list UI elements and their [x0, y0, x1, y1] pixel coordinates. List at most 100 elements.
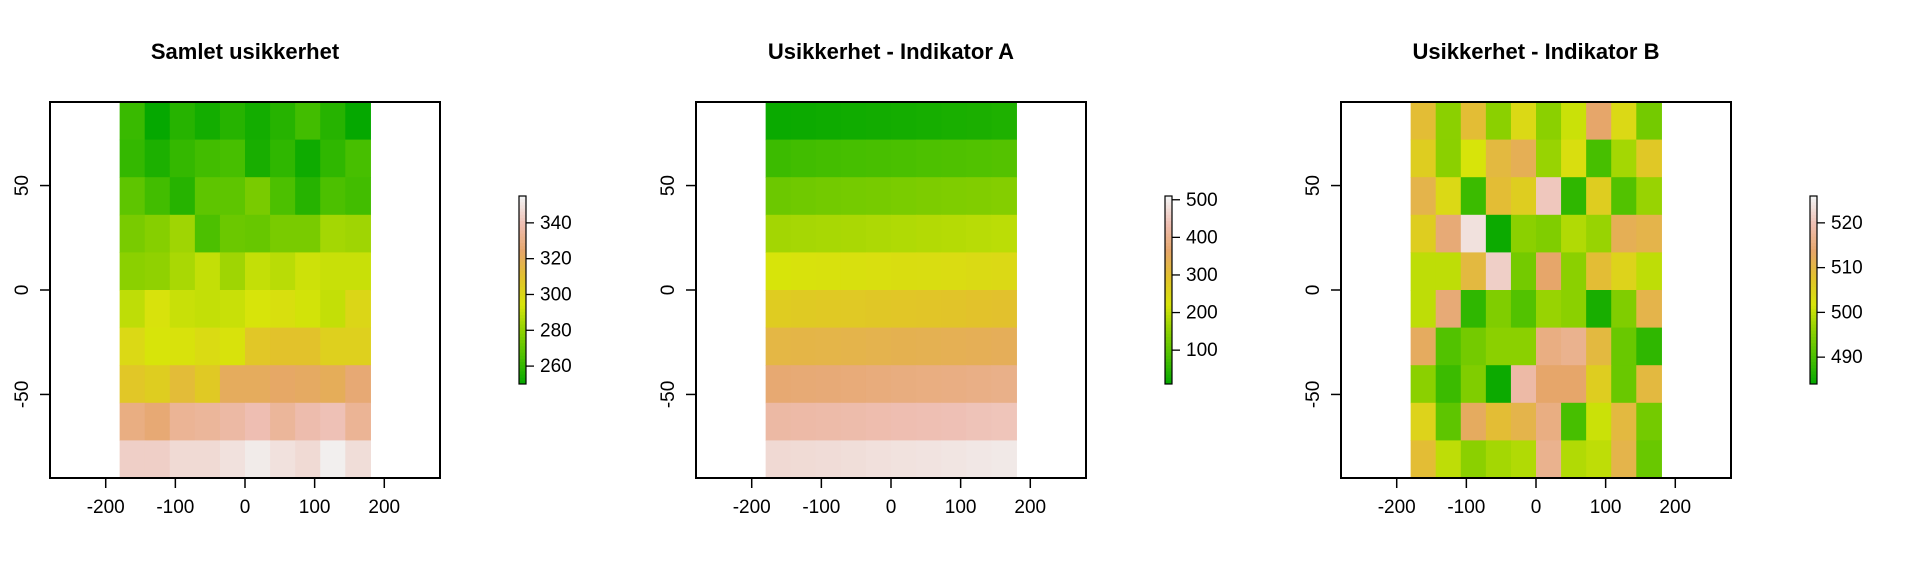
- colorbar-segment: [1810, 315, 1817, 319]
- heatmap-cell: [840, 214, 867, 253]
- heatmap-cell: [916, 214, 942, 253]
- heatmap-cell: [194, 214, 221, 253]
- colorbar-segment: [1810, 286, 1817, 291]
- heatmap-cell: [1611, 440, 1637, 479]
- colorbar-segment: [1165, 249, 1172, 253]
- heatmap-cell: [295, 252, 321, 291]
- heatmap-cell: [245, 290, 271, 329]
- colorbar-segment: [1165, 318, 1172, 322]
- heatmap-cell: [219, 402, 246, 441]
- heatmap-cell: [966, 177, 992, 216]
- heatmap-cell: [295, 365, 321, 404]
- heatmap-cell: [991, 402, 1017, 441]
- colorbar-segment: [1810, 239, 1817, 244]
- heatmap-cell: [1636, 402, 1662, 441]
- heatmap-cell: [1485, 214, 1512, 253]
- heatmap-cell: [1636, 177, 1662, 216]
- colorbar-segment: [1165, 205, 1172, 210]
- colorbar-segment: [1165, 239, 1172, 244]
- colorbar-segment: [1165, 349, 1172, 354]
- heatmap-cell: [1460, 177, 1487, 216]
- heatmap-cell: [865, 290, 892, 329]
- colorbar-segment: [1810, 227, 1817, 231]
- colorbar-segment: [519, 308, 526, 313]
- heatmap-cell: [1510, 440, 1537, 479]
- colorbar-segment: [1810, 355, 1817, 360]
- colorbar-segment: [519, 371, 526, 376]
- heatmap-cell: [144, 214, 171, 253]
- heatmap-cell: [916, 440, 942, 479]
- heatmap-cell: [1410, 102, 1437, 141]
- colorbar-segment: [519, 333, 526, 338]
- heatmap-cell: [295, 214, 321, 253]
- heatmap-cell: [1460, 252, 1487, 291]
- colorbar-segment: [519, 243, 526, 247]
- heatmap-cell: [765, 139, 792, 178]
- heatmap-cell: [1536, 252, 1562, 291]
- colorbar-segment: [1165, 277, 1172, 282]
- colorbar-segment: [1165, 333, 1172, 338]
- colorbar-segment: [519, 202, 526, 206]
- heatmap-cell: [966, 214, 992, 253]
- heatmap-cell: [345, 440, 371, 479]
- colorbar-tick-label: 320: [540, 249, 572, 270]
- heatmap-cell: [840, 102, 867, 141]
- heatmap-cell: [916, 290, 942, 329]
- heatmap-cell: [840, 327, 867, 366]
- heatmap-cell: [169, 290, 196, 329]
- colorbar-segment: [519, 346, 526, 351]
- colorbar-segment: [1165, 230, 1172, 235]
- heatmap-cell: [194, 440, 221, 479]
- colorbar-segment: [519, 358, 526, 363]
- colorbar-segment: [519, 374, 526, 379]
- heatmap-cell: [245, 214, 271, 253]
- colorbar-segment: [1810, 343, 1817, 347]
- heatmap-cell: [144, 177, 171, 216]
- colorbar-segment: [1810, 305, 1817, 310]
- colorbar-segment: [1810, 346, 1817, 351]
- heatmap-cell: [1636, 102, 1662, 141]
- colorbar-segment: [1810, 271, 1817, 275]
- heatmap-cell: [941, 252, 967, 291]
- colorbar-segment: [519, 330, 526, 335]
- colorbar-segment: [1810, 318, 1817, 322]
- heatmap-cell: [295, 177, 321, 216]
- heatmap-cell: [966, 327, 992, 366]
- colorbar-tick-label: 300: [540, 284, 572, 305]
- colorbar-frame: [1164, 195, 1173, 385]
- colorbar-segment: [519, 280, 526, 285]
- colorbar-segment: [519, 305, 526, 310]
- heatmap-cell: [815, 290, 842, 329]
- heatmap-cell: [345, 402, 371, 441]
- chart-panel-1: Samlet usikkerhet -200 -100 0 100 200 -50 0 50 26…: [12, 39, 572, 518]
- colorbar-segment: [1165, 315, 1172, 319]
- heatmap-cell: [270, 252, 296, 291]
- heatmap-cell: [815, 252, 842, 291]
- colorbar-tick-label: 520: [1831, 213, 1863, 234]
- heatmap-cell: [270, 177, 296, 216]
- heatmap-cell: [144, 440, 171, 479]
- colorbar-segment: [1165, 358, 1172, 363]
- colorbar-segment: [1165, 280, 1172, 285]
- colorbar-segment: [519, 199, 526, 203]
- heatmap-cell: [320, 365, 346, 404]
- heatmap-cell: [1586, 290, 1612, 329]
- heatmap-cell: [1536, 327, 1562, 366]
- x-tick-label: 0: [1531, 497, 1542, 518]
- colorbar-segment: [519, 343, 526, 347]
- colorbar-segment: [519, 221, 526, 225]
- colorbar-segment: [1810, 205, 1817, 210]
- heatmap-cell: [1510, 177, 1537, 216]
- heatmap-cell: [815, 327, 842, 366]
- colorbar-segment: [1810, 230, 1817, 235]
- heatmap-cell: [194, 102, 221, 141]
- heatmap-cell: [916, 139, 942, 178]
- heatmap-cell: [840, 365, 867, 404]
- heatmap-cell: [916, 252, 942, 291]
- heatmap-cell: [815, 177, 842, 216]
- heatmap-cell: [345, 102, 371, 141]
- colorbar-tick-label: 340: [540, 213, 572, 234]
- colorbar-segment: [1165, 202, 1172, 206]
- heatmap-cell: [790, 214, 817, 253]
- heatmap-cell: [345, 214, 371, 253]
